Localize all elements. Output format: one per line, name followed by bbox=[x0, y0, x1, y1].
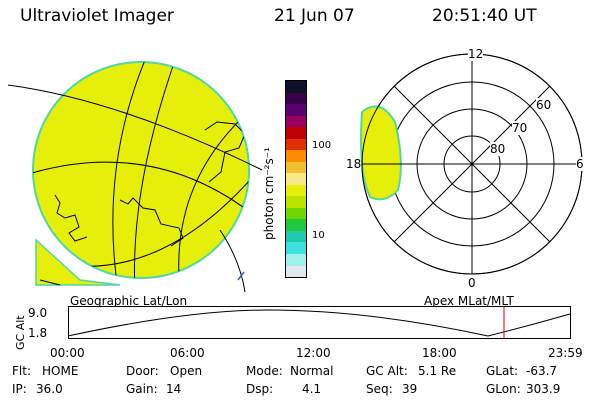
colorbar-segment bbox=[286, 161, 306, 174]
time-tick-1800: 18:00 bbox=[422, 346, 457, 360]
time-tick-1200: 12:00 bbox=[296, 346, 331, 360]
glon-value: 303.9 bbox=[526, 382, 561, 396]
altitude-min-label: 1.8 bbox=[28, 326, 48, 340]
colorbar-segment bbox=[286, 115, 306, 128]
flight-value: HOME bbox=[42, 364, 79, 378]
image-time: 20:51:40 UT bbox=[432, 6, 537, 26]
colorbar-segment bbox=[286, 81, 306, 93]
gain-value: 14 bbox=[166, 382, 182, 396]
lat-label-60: 60 bbox=[536, 98, 552, 112]
mode-label: Mode: bbox=[246, 364, 283, 378]
mode-value: Normal bbox=[290, 364, 334, 378]
time-tick-0000: 00:00 bbox=[50, 346, 85, 360]
colorbar-segment bbox=[286, 173, 306, 185]
ip-value: 36.0 bbox=[36, 382, 63, 396]
colorbar-segment bbox=[286, 219, 306, 231]
colorbar bbox=[285, 80, 307, 278]
longitude-line bbox=[7, 84, 263, 171]
door-value: Open bbox=[170, 364, 203, 378]
meridian-diag bbox=[393, 85, 551, 243]
image-date: 21 Jun 07 bbox=[274, 6, 355, 26]
colorbar-segment bbox=[286, 92, 306, 105]
longitude-line bbox=[219, 229, 246, 293]
glat-label: GLat: bbox=[486, 364, 519, 378]
colorbar-segment bbox=[286, 207, 306, 220]
colorbar-segment bbox=[286, 253, 306, 266]
mlt-label-0: 0 bbox=[468, 276, 476, 290]
ip-label: IP: bbox=[12, 382, 27, 396]
gain-label: Gain: bbox=[126, 382, 158, 396]
colorbar-segment bbox=[286, 184, 306, 197]
coastline bbox=[237, 271, 245, 281]
apex-label: Apex MLat/MLT bbox=[424, 294, 514, 308]
longitude-line bbox=[134, 62, 176, 278]
longitude-line bbox=[178, 119, 241, 278]
longitude-line bbox=[39, 279, 61, 286]
coastline bbox=[204, 121, 246, 183]
lat-label-70: 70 bbox=[512, 121, 528, 135]
colorbar-segment bbox=[286, 127, 306, 139]
geographic-label: Geographic Lat/Lon bbox=[70, 294, 188, 308]
door-label: Door: bbox=[126, 364, 159, 378]
coastline bbox=[119, 197, 184, 247]
colorbar-tick-100: 100 bbox=[312, 140, 332, 151]
colorbar-segment bbox=[286, 196, 306, 208]
instrument-title: Ultraviolet Imager bbox=[20, 6, 174, 26]
mlt-label-6: 6 bbox=[576, 157, 584, 171]
colorbar-unit-label: photon cm⁻²s⁻¹ bbox=[262, 147, 276, 240]
auroral-patch bbox=[360, 105, 402, 201]
mlt-label-12: 12 bbox=[468, 47, 484, 61]
altitude-max-label: 9.0 bbox=[28, 306, 48, 320]
colorbar-segment bbox=[286, 265, 306, 278]
seq-label: Seq: bbox=[366, 382, 393, 396]
geographic-lower-patch bbox=[35, 238, 121, 286]
colorbar-tick-10: 10 bbox=[312, 230, 325, 241]
altitude-plot bbox=[67, 306, 571, 339]
geographic-disk bbox=[32, 61, 250, 279]
altitude-axis-label: GC Alt bbox=[14, 315, 27, 350]
colorbar-segment bbox=[286, 230, 306, 243]
time-tick-0600: 06:00 bbox=[170, 346, 205, 360]
colorbar-segment bbox=[286, 104, 306, 116]
colorbar-segment bbox=[286, 138, 306, 151]
glat-value: -63.7 bbox=[526, 364, 558, 378]
time-tick-2359: 23:59 bbox=[548, 346, 583, 360]
gc-alt-value: 5.1 Re bbox=[418, 364, 457, 378]
flight-label: Flt: bbox=[12, 364, 31, 378]
colorbar-segment bbox=[286, 150, 306, 162]
mlt-label-18: 18 bbox=[346, 157, 362, 171]
colorbar-segment bbox=[286, 242, 306, 254]
altitude-curve bbox=[67, 309, 571, 337]
longitude-line bbox=[112, 62, 146, 278]
apex-polar-plot bbox=[360, 53, 583, 275]
geographic-projection bbox=[7, 61, 263, 293]
coastline bbox=[54, 194, 88, 242]
dsp-label: Dsp: bbox=[246, 382, 274, 396]
glon-label: GLon: bbox=[486, 382, 521, 396]
dsp-value: 4.1 bbox=[302, 382, 322, 396]
seq-value: 39 bbox=[402, 382, 418, 396]
gc-alt-label: GC Alt: bbox=[366, 364, 408, 378]
lat-label-80: 80 bbox=[490, 142, 506, 156]
